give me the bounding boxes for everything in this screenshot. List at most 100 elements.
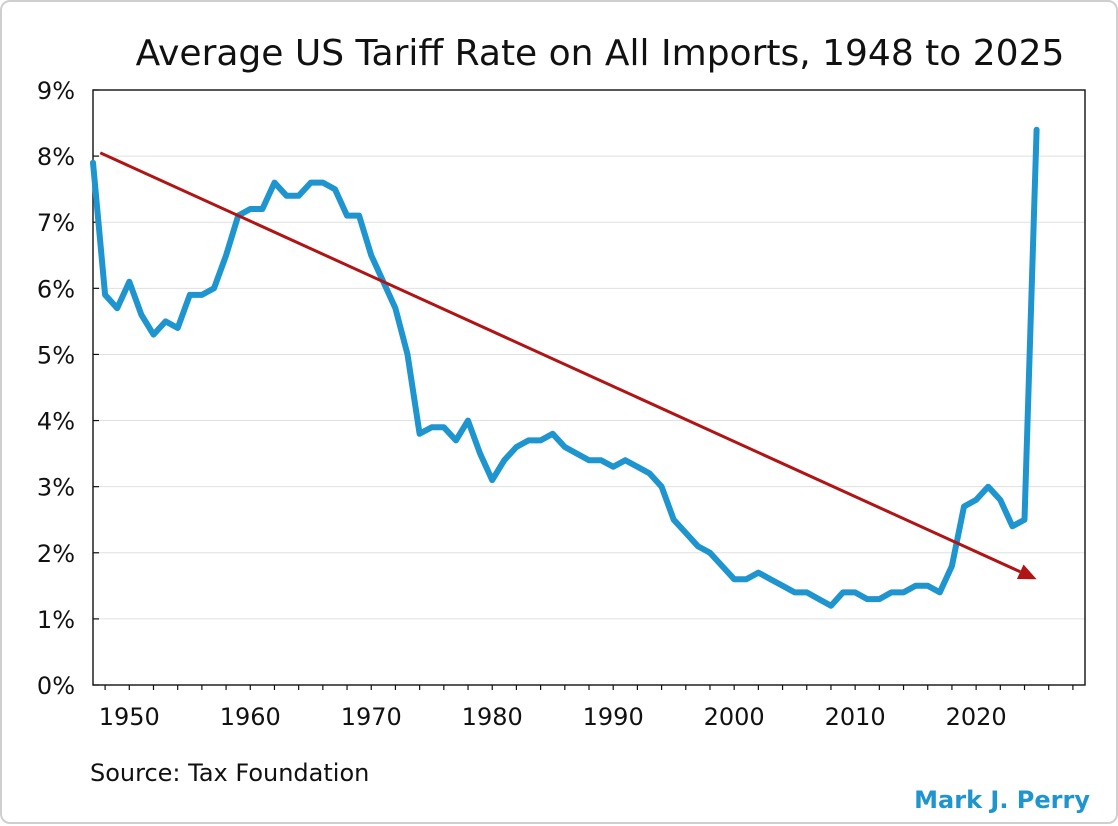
data-point [1022, 517, 1028, 523]
y-tick-label: 7% [37, 209, 75, 237]
plot-border [92, 89, 1086, 686]
data-point [271, 180, 277, 186]
data-point [320, 180, 326, 186]
x-tick-label: 1950 [99, 703, 160, 731]
data-point [223, 252, 229, 258]
data-point [876, 596, 882, 602]
data-point [985, 484, 991, 490]
x-axis-tick-labels: 1950 1960 1970 1980 1990 2000 2010 2020 [99, 703, 1007, 731]
data-point [175, 325, 181, 331]
axes [92, 89, 1086, 690]
data-point [816, 596, 822, 602]
y-tick-label: 8% [37, 143, 75, 171]
y-tick-label: 3% [37, 474, 75, 502]
data-point [392, 305, 398, 311]
data-point [864, 596, 870, 602]
data-point [1009, 523, 1015, 529]
data-point [259, 206, 265, 212]
data-point [114, 305, 120, 311]
data-point [997, 497, 1003, 503]
data-point [828, 603, 834, 609]
data-point [937, 589, 943, 595]
data-point [344, 213, 350, 219]
data-point [961, 504, 967, 509]
data-point [150, 332, 156, 338]
data-point [187, 292, 193, 298]
author-credit: Mark J. Perry [914, 786, 1090, 814]
source-note: Source: Tax Foundation [90, 759, 369, 787]
data-point [296, 193, 302, 199]
chart-title: Average US Tariff Rate on All Imports, 1… [136, 33, 1065, 74]
data-point [441, 424, 447, 430]
y-tick-label: 0% [37, 672, 75, 700]
data-point [780, 583, 786, 589]
data-point [695, 543, 701, 549]
data-point [804, 589, 810, 595]
y-tick-label: 2% [37, 540, 75, 568]
x-tick-label: 1990 [583, 703, 644, 731]
series-layer [90, 126, 1040, 609]
data-point [598, 457, 604, 463]
trend-arrow-shaft [99, 151, 1021, 574]
data-point [852, 589, 858, 595]
data-point [405, 351, 411, 357]
data-point [429, 424, 435, 430]
data-point [1034, 127, 1040, 133]
data-point [622, 457, 628, 463]
data-point [913, 583, 919, 589]
data-point [526, 437, 532, 443]
data-point [453, 437, 459, 443]
data-point [138, 312, 144, 318]
data-point [634, 464, 640, 470]
data-point [465, 418, 471, 424]
x-tick-label: 1970 [341, 703, 402, 731]
data-point [550, 431, 556, 437]
data-point [792, 589, 798, 595]
data-point [417, 431, 423, 437]
y-tick-label: 6% [37, 275, 75, 303]
data-point [90, 160, 96, 166]
y-tick-label: 5% [37, 341, 75, 369]
data-point [199, 292, 205, 298]
data-point [659, 484, 665, 490]
data-point [284, 193, 290, 199]
data-point [719, 563, 725, 569]
x-tick-label: 2010 [825, 703, 886, 731]
trend-arrow-head [1016, 564, 1037, 580]
data-point [840, 589, 846, 595]
data-point [731, 576, 737, 582]
y-tick-label: 4% [37, 408, 75, 436]
data-point [477, 451, 483, 457]
data-point [308, 180, 314, 186]
data-point [707, 550, 713, 556]
data-point [562, 444, 568, 450]
gridlines [93, 89, 1085, 620]
data-point [901, 589, 907, 595]
tariff-rate-line [90, 126, 1040, 609]
data-point [683, 530, 689, 536]
data-point [888, 589, 894, 595]
data-point [489, 477, 495, 483]
y-tick-label: 1% [37, 606, 75, 634]
data-point [767, 576, 773, 582]
data-point [925, 583, 931, 589]
data-point [247, 206, 253, 212]
data-point [332, 186, 338, 192]
data-point [586, 457, 592, 463]
x-tick-label: 1980 [462, 703, 523, 731]
data-point [501, 457, 507, 463]
x-tick-label: 1960 [220, 703, 281, 731]
x-tick-label: 2020 [946, 703, 1007, 731]
data-point [671, 517, 677, 523]
trend-arrow-layer [99, 151, 1037, 580]
data-point [368, 252, 374, 258]
data-point [102, 292, 108, 298]
x-tick-label: 2000 [704, 703, 765, 731]
data-point [646, 470, 652, 476]
data-point [574, 451, 580, 457]
data-point [755, 570, 761, 576]
data-point [211, 285, 217, 291]
y-tick-label: 9% [37, 77, 75, 105]
